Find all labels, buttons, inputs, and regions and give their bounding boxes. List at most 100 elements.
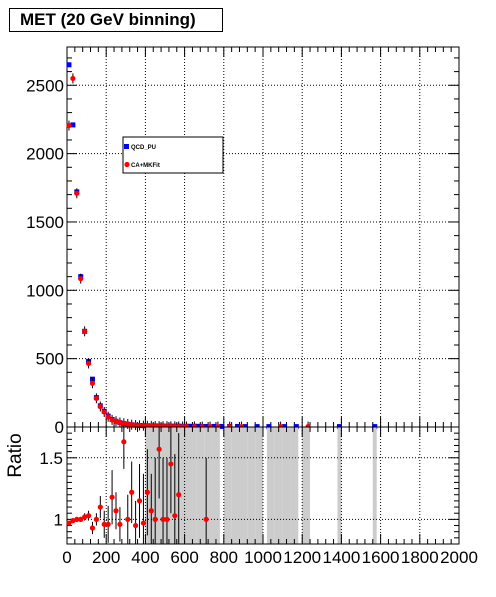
ratio-y-tick-label: 1 — [54, 510, 63, 529]
y-tick-label: 500 — [36, 350, 64, 369]
data-point-ca-mkfit — [113, 418, 119, 424]
ratio-axis-title: Ratio — [5, 433, 26, 477]
ratio-data-point — [66, 520, 72, 526]
chart-title: MET (20 GeV binning) — [9, 8, 223, 32]
y-tick-label: 0 — [55, 418, 64, 437]
uncertainty-band — [188, 427, 197, 544]
uncertainty-band — [282, 427, 291, 544]
x-tick-label: 600 — [170, 548, 198, 567]
ratio-data-point — [168, 461, 174, 467]
ratio-data-point — [109, 494, 115, 500]
data-point-ca-mkfit — [129, 422, 135, 428]
ratio-data-point — [156, 446, 162, 452]
uncertainty-band — [302, 427, 311, 544]
data-point-ca-mkfit — [109, 417, 115, 423]
ratio-data-point — [125, 516, 131, 522]
uncertainty-band — [204, 427, 213, 544]
data-point-qcd-pu — [211, 423, 217, 429]
ratio-data-point — [89, 525, 96, 531]
x-tick-label: 400 — [131, 548, 159, 567]
ratio-data-point — [78, 516, 84, 522]
x-tick-label: 1400 — [322, 548, 360, 567]
ratio-data-point — [148, 508, 154, 514]
uncertainty-band — [290, 427, 299, 544]
data-point-ca-mkfit — [133, 422, 139, 428]
main-plot-panel: 0 500 1000 1500 2000 2500 — [26, 46, 460, 437]
uncertainty-band — [212, 427, 220, 544]
ratio-data-point — [203, 516, 209, 522]
ratio-data-point — [140, 520, 147, 526]
y-tick-label: 2000 — [26, 145, 64, 164]
ratio-data-point — [113, 508, 119, 514]
data-point-ca-mkfit — [66, 122, 72, 129]
legend-box — [122, 136, 224, 174]
x-tick-label: 1200 — [283, 548, 321, 567]
ratio-data-point — [85, 513, 92, 519]
ratio-data-point — [82, 514, 88, 520]
legend-marker-ca-mkfit — [124, 161, 130, 168]
data-point-ca-mkfit — [121, 420, 127, 426]
x-tick-label: 1800 — [401, 548, 439, 567]
y-tick-label: 1500 — [26, 213, 64, 232]
data-point-ca-mkfit — [74, 190, 80, 196]
uncertainty-band — [266, 427, 275, 544]
data-point-ca-mkfit — [101, 409, 107, 415]
data-point-ca-mkfit — [97, 403, 103, 410]
ratio-plot-panel: 1 1.5 0 200 400 600 800 1000 1200 1400 1600 1800 200… — [5, 426, 478, 567]
legend-label: CA+MKFit — [131, 163, 160, 169]
ratio-data-point — [74, 516, 80, 522]
data-point-qcd-pu — [195, 423, 201, 429]
data-point-qcd-pu — [235, 423, 241, 429]
uncertainty-band — [247, 427, 256, 544]
uncertainty-band — [255, 427, 263, 544]
data-point-ca-mkfit — [89, 380, 96, 386]
data-point-ca-mkfit — [82, 328, 88, 334]
uncertainty-band — [239, 427, 248, 544]
ratio-data-point — [101, 521, 107, 527]
ratio-data-point — [176, 492, 182, 498]
x-tick-label: 200 — [92, 548, 120, 567]
ratio-data-point — [133, 522, 139, 529]
uncertainty-band — [231, 427, 240, 544]
x-tick-label: 1000 — [244, 548, 282, 567]
legend: QCD_PU CA+MKFit — [122, 136, 224, 174]
data-point-ca-mkfit — [85, 360, 92, 367]
ratio-data-point — [97, 504, 103, 510]
y-tick-label: 1000 — [26, 281, 64, 300]
uncertainty-band — [372, 427, 377, 544]
x-tick-label: 2000 — [440, 548, 478, 567]
data-point-ca-mkfit — [125, 421, 131, 427]
uncertainty-band — [196, 427, 205, 544]
ratio-data-point — [144, 489, 150, 495]
ratio-data-point — [93, 516, 99, 522]
uncertainty-band — [145, 427, 162, 544]
ratio-data-point — [105, 521, 111, 527]
ratio-data-point — [117, 521, 123, 527]
data-point-ca-mkfit — [105, 414, 111, 420]
data-point-ca-mkfit — [117, 419, 123, 426]
legend-marker-qcd-pu — [124, 144, 129, 149]
ratio-data-point — [152, 516, 158, 522]
ratio-data-point — [129, 489, 135, 495]
data-point-qcd-pu — [70, 122, 76, 128]
data-point-ca-mkfit — [78, 276, 84, 282]
legend-label: QCD_PU — [131, 145, 156, 151]
x-tick-label: 1600 — [362, 548, 400, 567]
ratio-data-point — [160, 516, 166, 522]
data-point-qcd-pu — [187, 423, 193, 429]
data-point-ca-mkfit — [93, 395, 99, 401]
data-point-qcd-pu — [219, 423, 225, 429]
ratio-data-point — [136, 498, 143, 504]
ratio-data-point — [164, 516, 170, 522]
y-tick-label: 2500 — [26, 76, 64, 95]
uncertainty-band — [274, 427, 283, 544]
data-point-qcd-pu — [66, 62, 72, 68]
uncertainty-band — [180, 427, 189, 544]
ratio-data-point — [70, 518, 76, 524]
ratio-y-tick-label: 1.5 — [39, 449, 63, 468]
uncertainty-band — [337, 427, 342, 544]
uncertainty-band — [172, 427, 181, 544]
data-point-ca-mkfit — [70, 75, 76, 82]
data-point-qcd-pu — [203, 423, 209, 429]
